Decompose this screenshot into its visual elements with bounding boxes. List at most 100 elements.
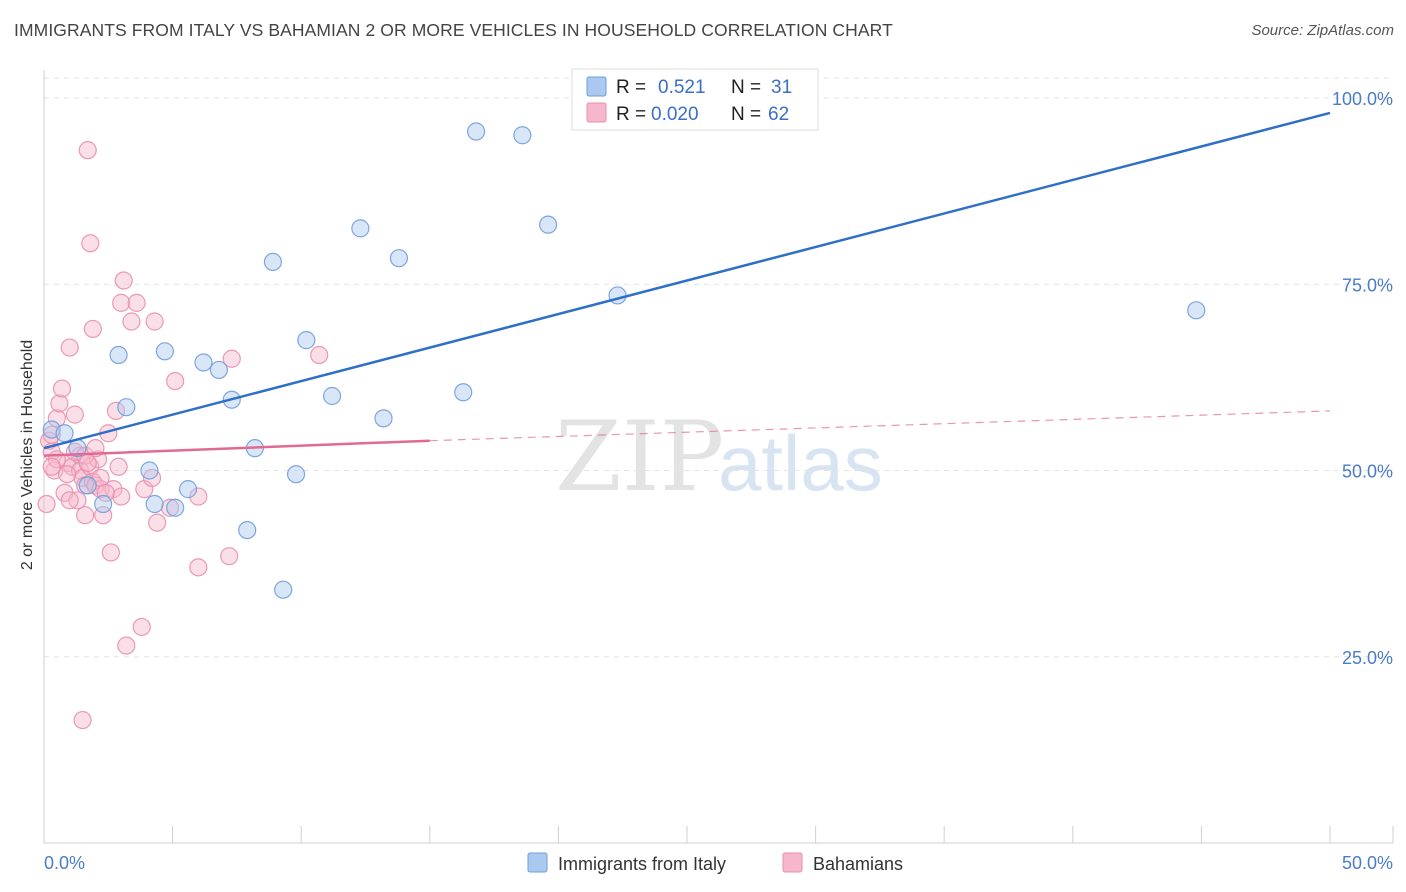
bahamians-point (117, 636, 136, 655)
italy-point (1187, 301, 1206, 320)
bahamians-point (132, 617, 151, 637)
source-label: Source: ZipAtlas.com (1251, 22, 1394, 39)
italy-point (109, 345, 128, 365)
x-tick-label-max: 50.0% (1342, 853, 1393, 873)
stats-n-value-italy: 31 (771, 77, 792, 98)
italy-point (155, 342, 174, 361)
bahamians-point (47, 409, 66, 428)
legend-label-bahamas: Bahamians (813, 854, 903, 874)
bahamians-point (112, 293, 131, 312)
stats-swatch-italy (586, 76, 607, 97)
bahamians-point (109, 457, 128, 476)
bahamians-point (52, 379, 72, 398)
bahamians-point (222, 349, 241, 368)
stats-swatch-bahamas (586, 102, 607, 123)
italy-trend-line (43, 111, 1331, 450)
trend-lines (43, 111, 1331, 457)
bahamians-point (83, 319, 102, 339)
italy-point (374, 409, 393, 428)
x-tick-label-min: 0.0% (44, 853, 85, 873)
bahamians-point (96, 483, 115, 502)
italy-point (539, 215, 558, 234)
bahamians-point (122, 312, 141, 331)
y-tick-label-100: 100.0% (1332, 89, 1393, 109)
bahamians-point (145, 312, 164, 331)
italy-point (286, 465, 306, 484)
gridlines (44, 77, 1393, 658)
stats-n-label-italy: N = (731, 77, 761, 98)
italy-point (145, 494, 164, 514)
chart-title: IMMIGRANTS FROM ITALY VS BAHAMIAN 2 OR M… (14, 20, 893, 40)
y-tick-label-25: 25.0% (1342, 648, 1393, 668)
bahamians-point (58, 465, 77, 484)
bahamians-point (166, 372, 185, 391)
bahamians-point (310, 345, 329, 365)
bahamians-point (148, 513, 167, 532)
italy-point (263, 252, 283, 271)
italy-point (466, 122, 486, 141)
y-tick-label-75: 75.0% (1342, 275, 1393, 295)
watermark-atlas: atlas (718, 419, 883, 507)
legend-label-italy: Immigrants from Italy (558, 854, 726, 874)
y-tick-label-50: 50.0% (1342, 462, 1393, 482)
y-tick-labels: 25.0% 50.0% 75.0% 100.0% (1332, 89, 1393, 668)
italy-point (166, 498, 185, 517)
bahamians-point (112, 487, 131, 506)
bahamians-point (127, 293, 146, 312)
bahamians-trend-line (43, 439, 430, 457)
bahamians-point (106, 401, 126, 420)
italy-point (209, 360, 228, 380)
italy-point (513, 126, 532, 145)
bahamians-point (60, 338, 79, 357)
stats-r-label-italy: R = (616, 77, 646, 98)
bahamians-point (68, 491, 87, 510)
italy-point (238, 520, 257, 540)
legend-swatch-italy (527, 852, 548, 873)
stats-r-value-bahamas: 0.020 (651, 104, 699, 125)
stats-n-value-bahamas: 62 (768, 104, 789, 125)
series-legend: Immigrants from Italy Bahamians (527, 852, 903, 874)
italy-point (178, 480, 198, 499)
bahamians-point (76, 446, 95, 465)
italy-point (297, 331, 316, 350)
italy-point (274, 580, 293, 599)
stats-legend: R = 0.521 N = 31 R = 0.020 N = 62 (571, 68, 819, 131)
stats-n-label-bahamas: N = (731, 104, 761, 125)
italy-point (351, 219, 370, 238)
bahamians-point (101, 543, 120, 562)
italy-point (78, 476, 97, 495)
bahamians-point (81, 234, 100, 253)
bahamians-point (65, 405, 84, 424)
bahamians-point (189, 558, 208, 577)
italy-point (94, 494, 113, 514)
italy-point (117, 398, 136, 417)
italy-point (454, 383, 473, 402)
bahamians-point (60, 491, 79, 510)
italy-point (322, 386, 342, 406)
bahamians-point (142, 468, 162, 488)
x-tick-labels: 0.0% 50.0% (44, 853, 1393, 873)
bahamians-point (73, 710, 92, 730)
bahamians-point (37, 494, 56, 514)
series-italy-points (42, 122, 1206, 599)
italy-point (55, 424, 74, 443)
bahamians-point (78, 453, 97, 473)
bahamians-point (220, 547, 239, 566)
bahamians-point (160, 498, 180, 517)
series-bahamians-points (37, 141, 329, 730)
bahamians-point (189, 487, 208, 506)
watermark-zip: ZIP (555, 401, 724, 513)
bahamians-point (50, 394, 69, 413)
bahamians-point (42, 457, 61, 476)
bahamians-point (78, 141, 97, 160)
bahamians-trend-line-extension (429, 410, 1331, 442)
legend-swatch-bahamas (782, 852, 803, 873)
italy-point (389, 249, 409, 268)
italy-point (194, 353, 213, 372)
stats-r-value-italy: 0.521 (658, 77, 706, 98)
stats-legend-box (571, 68, 819, 131)
bahamians-point (76, 506, 95, 525)
italy-point (140, 461, 159, 480)
stats-r-label-bahamas: R = (616, 104, 646, 125)
